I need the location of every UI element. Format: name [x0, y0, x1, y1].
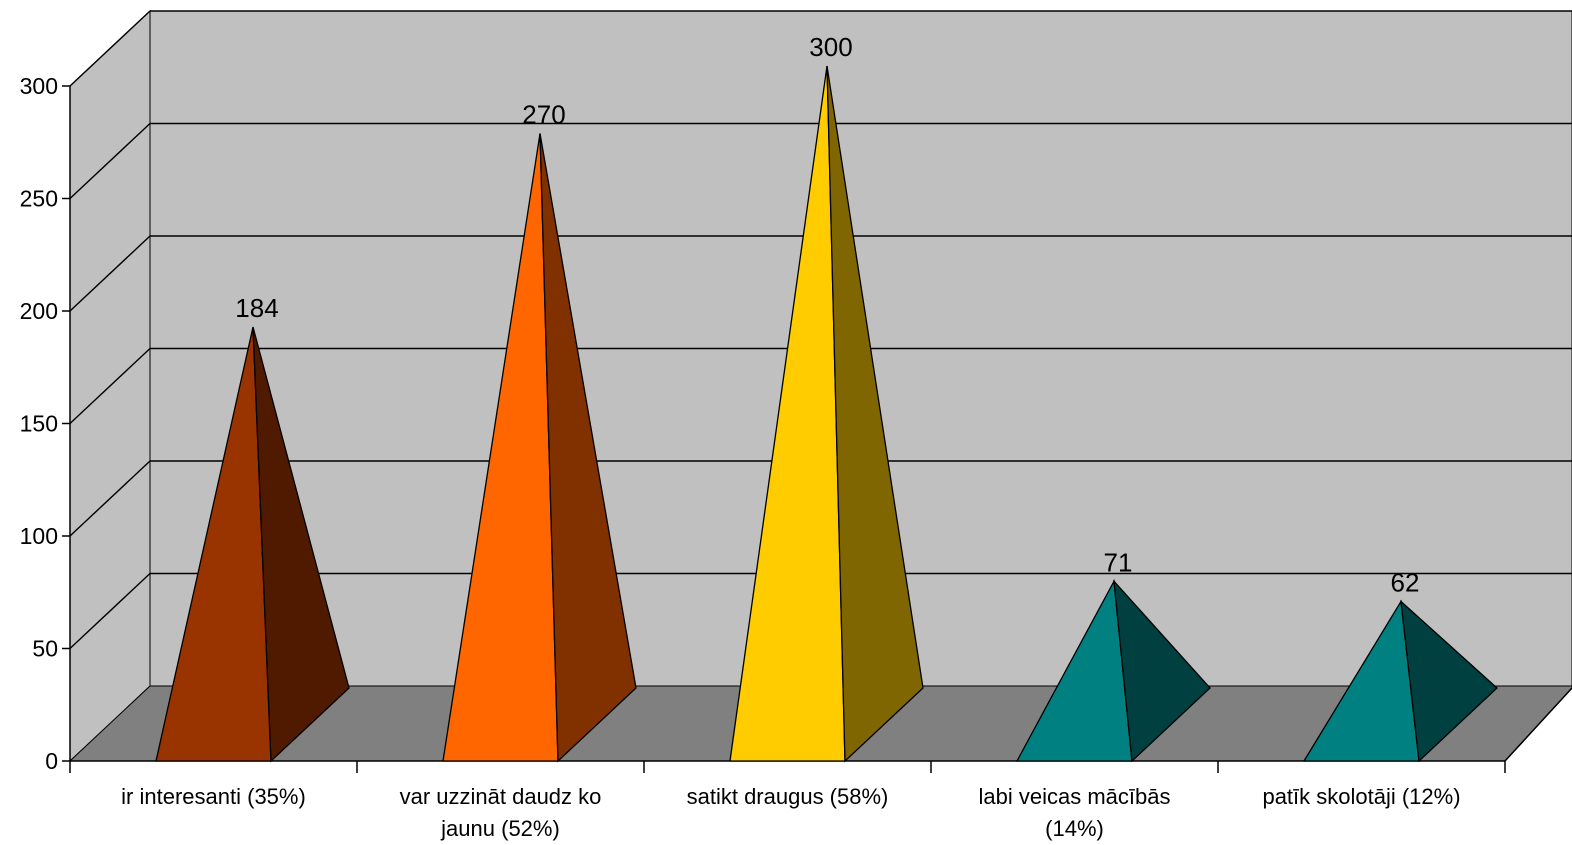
pyramid-side-face	[539, 133, 637, 763]
gridline-side	[69, 460, 151, 537]
category-label: (14%)	[1045, 816, 1104, 841]
y-tick-label: 250	[20, 186, 58, 212]
category-label: patīk skolotāji (12%)	[1262, 784, 1460, 809]
floor-edge	[1504, 687, 1572, 762]
chart-labels: 0 50 100 150 200 250 300 184 ir interesanti (35%…	[20, 32, 1461, 841]
data-label: 184	[235, 293, 278, 323]
category-label: var uzzināt daudz ko	[400, 784, 602, 809]
gridline-side	[69, 347, 151, 425]
gridline-side	[69, 572, 151, 650]
pyramid-side-face	[252, 326, 350, 763]
y-tick-label: 200	[20, 298, 58, 324]
pyramid-1	[442, 133, 637, 763]
data-label: 62	[1391, 568, 1420, 598]
category-label: labi veicas mācībās	[979, 784, 1171, 809]
pyramid-3	[1015, 579, 1211, 763]
category-label: satikt draugus (58%)	[687, 784, 889, 809]
y-tick-label: 0	[45, 748, 58, 774]
pyramid-4	[1302, 599, 1498, 763]
y-tick-label: 50	[32, 636, 58, 662]
gridline-side	[69, 10, 151, 87]
pyramid-side-face	[1400, 599, 1498, 763]
category-label: jaunu (52%)	[440, 816, 560, 841]
category-label: ir interesanti (35%)	[121, 784, 306, 809]
pyramid-side-face	[1113, 579, 1211, 763]
gridline-side	[69, 235, 151, 312]
y-tick-label: 150	[20, 411, 58, 437]
pyramid-0	[155, 326, 350, 763]
data-label: 270	[522, 100, 565, 130]
data-label: 71	[1104, 547, 1133, 577]
pyramid-2	[729, 65, 924, 763]
y-tick-label: 300	[20, 73, 58, 99]
pyramid-side-face	[826, 65, 924, 763]
chart-marks	[155, 65, 1498, 763]
data-label: 300	[809, 32, 852, 62]
y-tick-label: 100	[20, 523, 58, 549]
gridline-side	[69, 122, 151, 200]
